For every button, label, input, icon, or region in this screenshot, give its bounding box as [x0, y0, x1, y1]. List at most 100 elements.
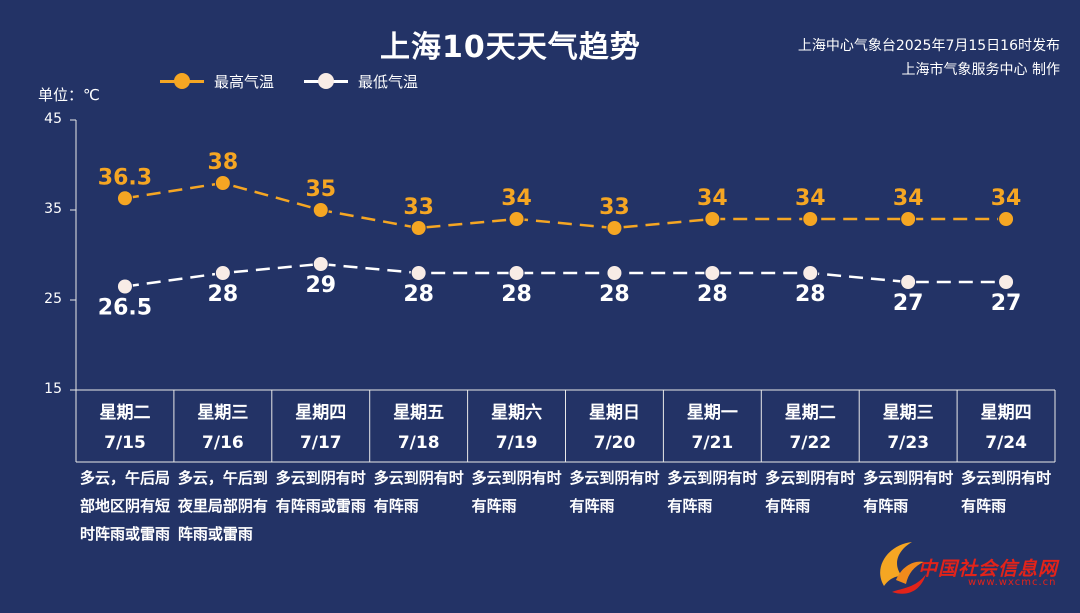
day-header: 星期六 7/19: [468, 398, 566, 458]
data-label-high: 34: [795, 186, 826, 211]
data-point-high: [606, 220, 623, 236]
data-label-low: 28: [501, 282, 532, 307]
weather-description: 多云到阴有时有阵雨: [569, 469, 660, 515]
data-label-low: 28: [403, 282, 434, 307]
weather-description: 多云到阴有时有阵雨: [471, 469, 562, 515]
weather-description: 多云到阴有时有阵雨: [961, 469, 1052, 515]
weekday-label: 星期四: [295, 403, 347, 423]
data-point-low: [802, 265, 819, 281]
day-header: 星期五 7/18: [370, 398, 468, 458]
weekday-label: 星期六: [491, 403, 543, 423]
publisher-line-2: 上海市气象服务中心 制作: [901, 62, 1060, 78]
data-point-high: [214, 175, 231, 191]
data-point-low: [312, 256, 329, 272]
y-tick-label: 25: [44, 291, 62, 307]
weekday-label: 星期二: [784, 403, 836, 423]
date-label: 7/23: [887, 433, 930, 453]
weather-description: 多云到阴有时有阵雨: [765, 469, 856, 515]
weather-description: 多云到阴有时有阵雨: [863, 469, 954, 515]
publisher-line-1: 上海中心气象台2025年7月15日16时发布: [797, 38, 1060, 54]
date-label: 7/20: [593, 433, 636, 453]
data-label-high: 33: [599, 195, 630, 220]
date-label: 7/22: [789, 433, 832, 453]
data-label-high: 34: [893, 186, 924, 211]
weekday-label: 星期五: [393, 403, 445, 423]
data-point-high: [900, 211, 917, 227]
legend-item-high: 最高气温: [160, 71, 274, 92]
legend-high-marker-icon: [160, 71, 204, 91]
data-label-high: 33: [403, 195, 434, 220]
data-point-high: [998, 211, 1015, 227]
weekday-label: 星期三: [882, 403, 934, 423]
legend-low-marker-icon: [304, 71, 349, 91]
data-point-high: [802, 211, 819, 227]
data-label-low: 28: [599, 282, 630, 307]
weather-description: 多云到阴有时有阵雨: [667, 469, 758, 515]
day-header: 星期四 7/17: [272, 398, 370, 458]
day-header: 星期二 7/15: [76, 398, 174, 458]
data-point-high: [312, 202, 329, 218]
series-line-high: [124, 181, 1007, 230]
day-header: 星期四 7/24: [957, 398, 1055, 458]
data-point-low: [704, 265, 721, 281]
weather-description: 多云，午后到夜里局部阴有阵雨或雷雨: [177, 469, 268, 543]
day-header: 星期二 7/22: [761, 398, 859, 458]
data-point-low: [998, 274, 1015, 290]
watermark-url: www.wxcmc.cn: [968, 577, 1057, 588]
legend-item-low: 最低气温: [304, 71, 418, 92]
weather-description: 多云，午后局部地区阴有短时阵雨或雷雨: [80, 469, 171, 543]
data-point-low: [900, 274, 917, 290]
data-label-high: 34: [991, 186, 1022, 211]
day-header: 星期日 7/20: [566, 398, 664, 458]
data-label-high: 38: [208, 150, 239, 175]
data-label-low: 28: [795, 282, 826, 307]
legend-high-label: 最高气温: [214, 72, 275, 91]
weekday-label: 星期三: [197, 403, 249, 423]
date-label: 7/21: [691, 433, 734, 453]
legend-low-label: 最低气温: [358, 72, 419, 91]
data-label-low: 26.5: [98, 296, 152, 321]
y-tick-label: 15: [44, 381, 62, 397]
weather-description: 多云到阴有时有阵雨: [373, 469, 464, 515]
data-label-high: 36.3: [98, 165, 152, 190]
data-point-low: [508, 265, 525, 281]
weekday-label: 星期四: [980, 403, 1032, 423]
data-point-low: [116, 278, 133, 295]
y-tick-label: 45: [44, 111, 62, 127]
weekday-label: 星期一: [686, 403, 738, 423]
data-label-low: 29: [305, 273, 336, 298]
page-title: 上海10天天气趋势: [380, 30, 641, 65]
data-label-low: 27: [991, 291, 1022, 316]
weekday-label: 星期日: [589, 403, 640, 423]
flame-swirl-icon: [880, 542, 926, 594]
data-label-low: 28: [208, 282, 239, 307]
day-header: 星期三 7/23: [859, 398, 957, 458]
data-point-high: [704, 211, 721, 227]
data-label-low: 27: [893, 291, 924, 316]
data-label-high: 34: [501, 186, 532, 211]
day-header: 星期一 7/21: [663, 398, 761, 458]
date-label: 7/19: [495, 433, 538, 453]
watermark-name: 中国社会信息网: [918, 558, 1059, 580]
date-label: 7/24: [985, 433, 1027, 453]
data-label-high: 34: [697, 186, 728, 211]
weekday-label: 星期二: [99, 403, 151, 423]
publisher-info: 上海中心气象台2025年7月15日16时发布 上海市气象服务中心 制作: [798, 34, 1060, 82]
y-axis-unit: 单位：℃: [38, 86, 100, 104]
weather-description: 多云到阴有时有阵雨或雷雨: [275, 469, 366, 515]
data-point-low: [214, 265, 231, 281]
date-label: 7/17: [299, 433, 342, 453]
day-header: 星期三 7/16: [174, 398, 272, 458]
watermark-logo: 中国社会信息网 www.wxcmc.cn: [872, 536, 1072, 606]
data-point-low: [410, 265, 427, 281]
date-label: 7/16: [202, 433, 244, 453]
series-line-low: [124, 262, 1007, 288]
date-label: 7/15: [104, 433, 146, 453]
data-point-high: [508, 211, 525, 227]
data-point-high: [116, 190, 133, 207]
data-point-low: [606, 265, 623, 281]
y-tick-label: 35: [44, 201, 62, 217]
data-label-high: 35: [305, 177, 336, 202]
data-label-low: 28: [697, 282, 728, 307]
data-point-high: [410, 220, 427, 236]
